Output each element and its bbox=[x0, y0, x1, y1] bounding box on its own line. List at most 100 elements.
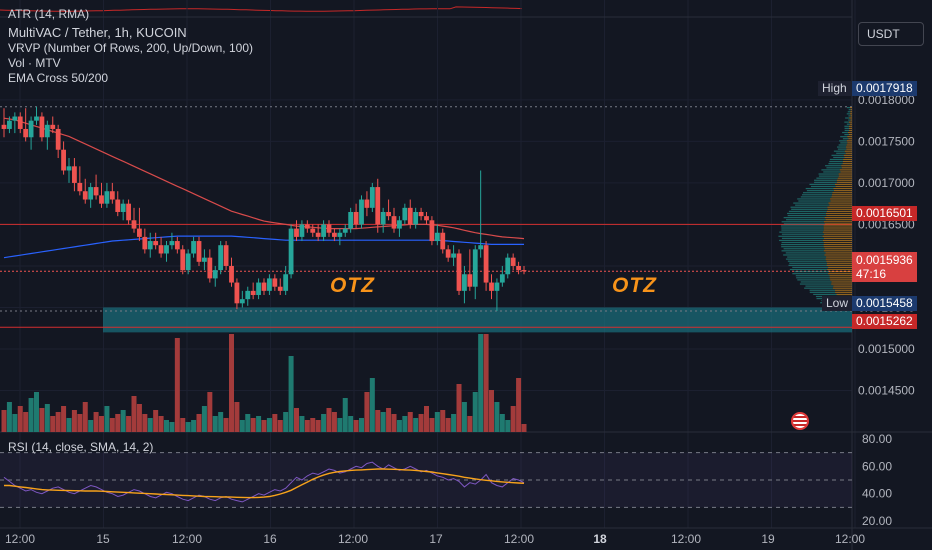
vp-bar-down bbox=[836, 293, 852, 296]
vp-bar-up bbox=[844, 133, 849, 136]
vp-bar-up bbox=[836, 152, 846, 154]
ema-legend[interactable]: EMA Cross 50/200 bbox=[8, 71, 109, 85]
candle-body bbox=[28, 120, 34, 138]
vp-bar-down bbox=[848, 125, 852, 127]
candle bbox=[191, 236, 196, 258]
vp-bar-up bbox=[783, 223, 825, 225]
vrvp-legend[interactable]: VRVP (Number Of Rows, 200, Up/Down, 100) bbox=[8, 41, 253, 55]
candle bbox=[304, 220, 310, 233]
volume-bar bbox=[131, 396, 137, 432]
volume-bar bbox=[429, 418, 435, 432]
vp-bar-down bbox=[849, 107, 852, 109]
volume-bar bbox=[34, 392, 39, 432]
vp-bar-down bbox=[842, 160, 852, 163]
candle-body bbox=[185, 253, 191, 271]
candle bbox=[234, 278, 240, 310]
volume-bar bbox=[77, 414, 83, 432]
vp-bar-up bbox=[844, 121, 849, 123]
vp-bar-down bbox=[829, 275, 852, 277]
candle-body bbox=[267, 278, 272, 291]
vp-bar-up bbox=[837, 148, 847, 150]
vp-bar-up bbox=[778, 235, 823, 237]
candle-body bbox=[115, 199, 121, 212]
candle bbox=[61, 141, 66, 175]
candle-body bbox=[505, 257, 511, 275]
candle-body bbox=[180, 249, 186, 271]
candle bbox=[472, 245, 478, 300]
candle-body bbox=[50, 124, 56, 129]
vp-bar-up bbox=[799, 283, 832, 285]
vp-bar-up bbox=[831, 154, 844, 156]
candle-body bbox=[250, 290, 256, 296]
vp-bar-down bbox=[824, 248, 852, 250]
candle bbox=[126, 199, 131, 225]
vp-bar-down bbox=[828, 270, 852, 273]
rsi-legend[interactable]: RSI (14, close, SMA, 14, 2) bbox=[8, 440, 154, 454]
candle bbox=[267, 274, 272, 296]
current-price-tag: 0.0015936 47:16 bbox=[852, 252, 917, 282]
candle-body bbox=[245, 290, 251, 300]
candle-body bbox=[283, 274, 289, 291]
vp-bar-up bbox=[814, 179, 837, 181]
candle-body bbox=[23, 128, 29, 138]
atr-legend[interactable]: ATR (14, RMA) bbox=[8, 7, 90, 21]
current-price-value: 0.0015936 bbox=[856, 253, 913, 267]
vp-bar-down bbox=[823, 227, 852, 229]
vp-bar-up bbox=[840, 136, 848, 138]
candle-body bbox=[120, 203, 126, 212]
currency-button[interactable]: USDT bbox=[858, 22, 924, 46]
low-price-tag: 0.0015458 bbox=[852, 296, 917, 311]
volume-bars bbox=[1, 334, 527, 432]
volume-bar bbox=[331, 412, 337, 432]
volume-bar bbox=[461, 402, 467, 432]
vp-bar-up bbox=[806, 190, 834, 192]
vp-bar-down bbox=[838, 175, 852, 177]
candle bbox=[283, 265, 289, 296]
vp-bar-down bbox=[834, 183, 852, 186]
volume-bar bbox=[478, 334, 484, 432]
vp-bar-up bbox=[805, 285, 834, 287]
otz-zone bbox=[103, 307, 852, 333]
vp-bar-down bbox=[846, 148, 852, 150]
symbol-title[interactable]: MultiVAC / Tether, 1h, KUCOIN bbox=[8, 25, 187, 40]
candle-body bbox=[462, 274, 467, 291]
vp-bar-down bbox=[823, 233, 852, 235]
volume-legend[interactable]: Vol · MTV bbox=[8, 56, 61, 70]
candle-body bbox=[72, 166, 77, 183]
rsi-axis-tick: 80.00 bbox=[862, 432, 892, 446]
volume-bar bbox=[483, 334, 489, 432]
candle-body bbox=[288, 228, 294, 275]
volume-bar bbox=[315, 420, 321, 432]
candle bbox=[467, 249, 473, 291]
candle bbox=[499, 265, 505, 287]
candle bbox=[402, 203, 408, 225]
candle-body bbox=[202, 257, 207, 262]
vp-bar-down bbox=[832, 194, 852, 196]
vp-bar-down bbox=[823, 229, 852, 231]
candle bbox=[424, 211, 429, 225]
candle-body bbox=[299, 224, 305, 237]
vp-bar-down bbox=[823, 221, 852, 223]
vp-bar-up bbox=[813, 293, 837, 296]
vp-bar-up bbox=[811, 185, 836, 188]
vp-bar-up bbox=[836, 146, 846, 148]
volume-bar bbox=[250, 418, 256, 432]
vp-bar-up bbox=[829, 160, 843, 163]
candle-body bbox=[109, 191, 115, 200]
support-price-tag: 0.0015262 bbox=[852, 314, 917, 329]
candle bbox=[250, 282, 256, 300]
candle-body bbox=[516, 265, 521, 271]
candle-body bbox=[137, 228, 142, 237]
volume-bar bbox=[6, 402, 12, 432]
candle-body bbox=[310, 228, 316, 233]
candle bbox=[158, 236, 164, 258]
vp-bar-down bbox=[849, 127, 852, 129]
volume-bar bbox=[191, 420, 197, 432]
candle-body bbox=[61, 149, 66, 171]
vp-bar-up bbox=[792, 266, 829, 269]
us-flag-icon[interactable] bbox=[791, 412, 809, 430]
candle-body bbox=[77, 182, 83, 192]
volume-bar bbox=[115, 414, 121, 432]
time-axis-tick: 12:00 bbox=[835, 532, 865, 546]
